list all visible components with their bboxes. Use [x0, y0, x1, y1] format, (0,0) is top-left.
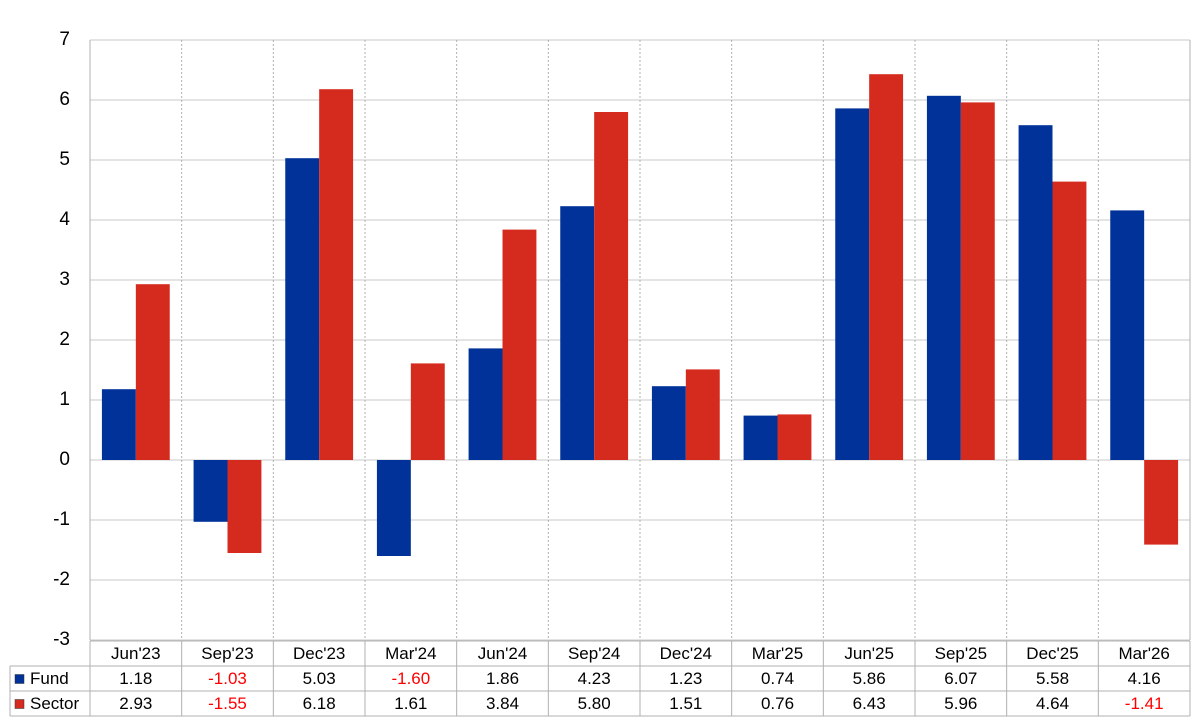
x-tick-label: Jun'25 — [844, 644, 894, 663]
y-tick-label: 5 — [59, 149, 70, 170]
table-value: 0.74 — [761, 669, 794, 688]
legend-swatch — [14, 699, 25, 709]
table-value: -1.55 — [208, 694, 247, 713]
table-value: 6.43 — [853, 694, 886, 713]
y-tick-label: 3 — [59, 269, 70, 290]
bar — [1110, 210, 1145, 460]
y-tick-label: 7 — [59, 29, 70, 50]
bar — [1144, 460, 1179, 545]
table-value: 4.64 — [1036, 694, 1069, 713]
x-tick-label: Dec'23 — [293, 644, 345, 663]
y-tick-label: -3 — [53, 629, 70, 650]
bar — [468, 348, 503, 460]
legend-label: Fund — [30, 669, 69, 688]
table-value: 5.86 — [853, 669, 886, 688]
bar — [319, 89, 354, 460]
y-tick-label: 4 — [59, 209, 70, 230]
table-value: 1.51 — [669, 694, 702, 713]
bar — [1018, 125, 1053, 460]
table-value: 0.76 — [761, 694, 794, 713]
table-value: 5.03 — [303, 669, 336, 688]
bar — [777, 414, 812, 460]
y-tick-label: 2 — [59, 329, 70, 350]
table-value: -1.03 — [208, 669, 247, 688]
table-value: 5.80 — [578, 694, 611, 713]
x-tick-label: Sep'24 — [568, 644, 620, 663]
y-tick-label: -1 — [53, 509, 70, 530]
x-tick-label: Jun'23 — [111, 644, 161, 663]
bar — [227, 460, 262, 553]
table-value: 1.18 — [119, 669, 152, 688]
bar — [1052, 181, 1087, 460]
table-value: 6.18 — [303, 694, 336, 713]
table-value: 3.84 — [486, 694, 519, 713]
y-tick-label: 6 — [59, 89, 70, 110]
y-tick-label: -2 — [53, 569, 70, 590]
x-tick-label: Mar'25 — [752, 644, 803, 663]
bar — [560, 206, 595, 460]
x-tick-label: Dec'25 — [1026, 644, 1078, 663]
y-tick-label: 0 — [59, 449, 70, 470]
bar — [869, 74, 904, 460]
x-tick-label: Jun'24 — [478, 644, 528, 663]
table-value: 5.58 — [1036, 669, 1069, 688]
table-value: 1.86 — [486, 669, 519, 688]
legend-label: Sector — [30, 694, 79, 713]
bar — [135, 284, 170, 460]
x-tick-label: Mar'24 — [385, 644, 436, 663]
bar — [743, 415, 778, 460]
bar — [835, 108, 870, 461]
bar — [502, 229, 537, 460]
x-tick-label: Sep'23 — [201, 644, 253, 663]
legend-swatch — [14, 674, 25, 684]
bar — [685, 369, 720, 460]
table-value: 1.23 — [669, 669, 702, 688]
table-value: 4.16 — [1128, 669, 1161, 688]
table-value: 6.07 — [944, 669, 977, 688]
table-value: -1.60 — [391, 669, 430, 688]
x-tick-label: Mar'26 — [1118, 644, 1169, 663]
bar — [594, 112, 629, 460]
table-value: -1.41 — [1125, 694, 1164, 713]
bar — [193, 460, 228, 522]
table-value: 5.96 — [944, 694, 977, 713]
y-tick-label: 1 — [59, 389, 70, 410]
table-value: 2.93 — [119, 694, 152, 713]
bar — [376, 460, 411, 556]
bar — [926, 95, 961, 461]
bar — [651, 386, 686, 460]
x-tick-label: Sep'25 — [935, 644, 987, 663]
table-value: 1.61 — [394, 694, 427, 713]
bar — [410, 363, 445, 460]
bar — [101, 389, 136, 460]
bar — [285, 158, 320, 460]
x-tick-label: Dec'24 — [660, 644, 712, 663]
bar — [960, 102, 995, 461]
table-value: 4.23 — [578, 669, 611, 688]
